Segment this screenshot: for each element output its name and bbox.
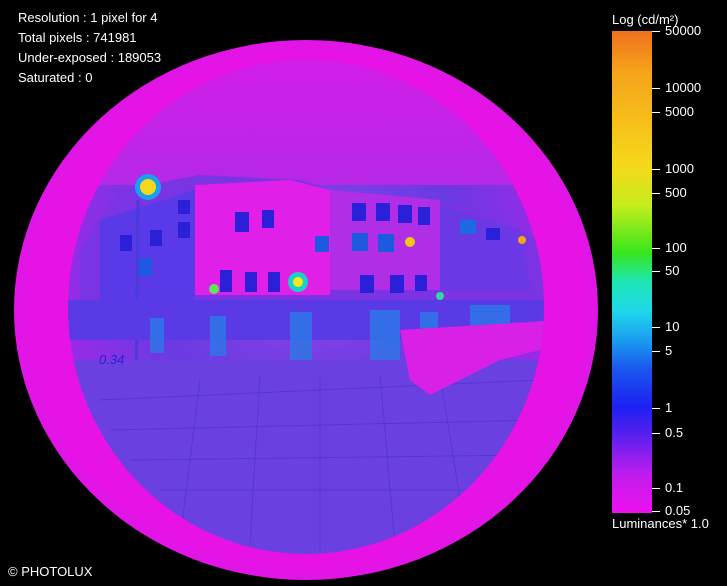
scale-tick: 0.05 [652,504,690,517]
scale-tick: 10000 [652,81,701,94]
street-lights [135,174,526,300]
scale-tick: 5 [652,344,672,357]
scale-tick: 1000 [652,162,694,175]
luminance-colorbar [612,31,652,513]
copyright-text: © PHOTOLUX [8,564,93,579]
luminance-multiplier-label: Luminances* 1.0 [612,516,709,531]
luminance-annotation: 0.34 [99,352,125,367]
scale-tick: 50 [652,264,679,277]
scale-tick: 0.1 [652,481,683,494]
scale-tick: 50000 [652,24,701,37]
image-statistics: Resolution : 1 pixel for 4 Total pixels … [18,8,165,88]
scale-tick: 100 [652,241,687,254]
scale-tick: 5000 [652,105,694,118]
scale-tick: 1 [652,401,672,414]
scale-title: Log (cd/m²) [612,12,679,27]
under-exposed-text: Under-exposed : 189053 [18,48,165,68]
resolution-text: Resolution : 1 pixel for 4 [18,10,158,25]
saturated-text: Saturated : 0 [18,70,93,85]
scale-tick: 0.5 [652,426,683,439]
building-windows [120,200,500,293]
scale-tick: 500 [652,186,687,199]
scale-tick: 10 [652,320,679,333]
total-pixels-text: Total pixels : 741981 [18,30,137,45]
